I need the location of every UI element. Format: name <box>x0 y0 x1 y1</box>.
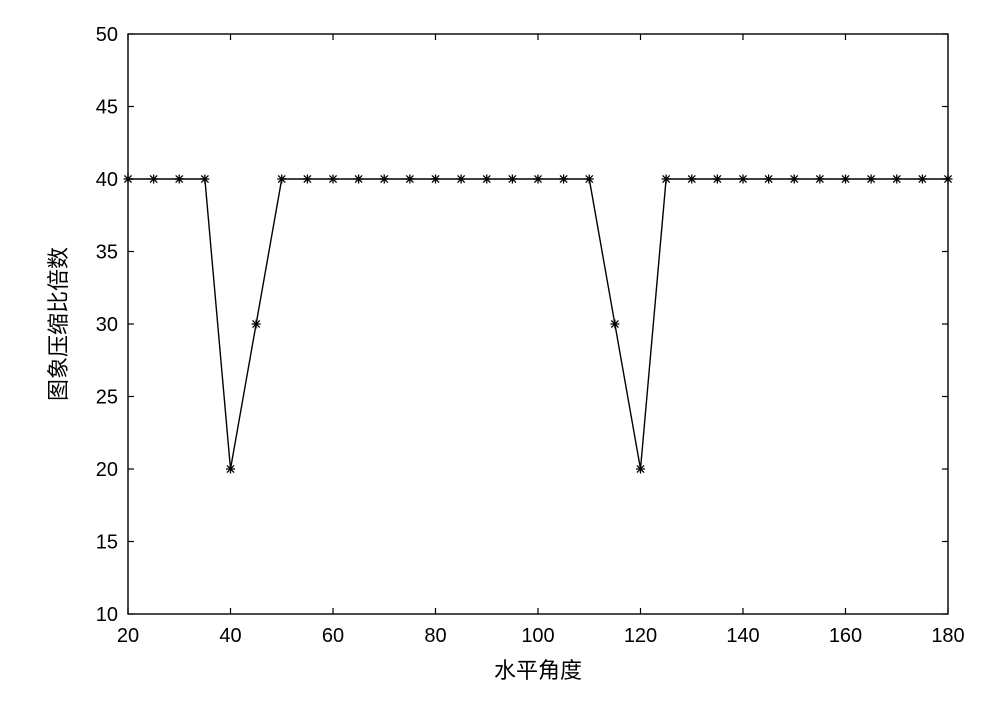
chart-container: 20 40 60 80 100 120 140 160 180 10 15 20 25 30 35 40 45 5… <box>0 0 1000 713</box>
x-tick-label: 80 <box>424 625 446 647</box>
y-tick-label: 50 <box>96 24 118 46</box>
data-marker <box>841 175 850 184</box>
y-tick-label: 45 <box>96 97 118 119</box>
x-tick-label: 20 <box>117 625 139 647</box>
data-marker <box>534 175 543 184</box>
data-marker <box>739 175 748 184</box>
data-marker <box>482 175 491 184</box>
x-tick-label: 100 <box>521 625 554 647</box>
data-marker <box>764 175 773 184</box>
data-marker <box>226 465 235 474</box>
data-marker <box>354 175 363 184</box>
y-tick-label: 10 <box>96 604 118 626</box>
data-marker <box>303 175 312 184</box>
data-marker <box>867 175 876 184</box>
data-marker <box>559 175 568 184</box>
data-marker <box>636 465 645 474</box>
chart-bg <box>0 0 1000 713</box>
data-marker <box>687 175 696 184</box>
data-marker <box>662 175 671 184</box>
data-marker <box>508 175 517 184</box>
data-marker <box>329 175 338 184</box>
x-tick-label: 180 <box>931 625 964 647</box>
y-tick-label: 20 <box>96 459 118 481</box>
data-marker <box>585 175 594 184</box>
x-tick-label: 40 <box>219 625 241 647</box>
x-axis-label: 水平角度 <box>494 658 582 683</box>
line-chart: 20 40 60 80 100 120 140 160 180 10 15 20 25 30 35 40 45 5… <box>0 0 1000 713</box>
x-tick-label: 60 <box>322 625 344 647</box>
data-marker <box>252 320 261 329</box>
data-marker <box>610 320 619 329</box>
x-tick-label: 160 <box>829 625 862 647</box>
y-axis-label: 图象压缩比倍数 <box>46 247 71 401</box>
x-tick-label: 120 <box>624 625 657 647</box>
data-marker <box>124 175 133 184</box>
y-tick-label: 40 <box>96 169 118 191</box>
y-tick-label: 25 <box>96 387 118 409</box>
data-marker <box>918 175 927 184</box>
data-marker <box>713 175 722 184</box>
y-tick-label: 15 <box>96 532 118 554</box>
data-marker <box>277 175 286 184</box>
data-marker <box>405 175 414 184</box>
y-tick-label: 30 <box>96 314 118 336</box>
data-marker <box>149 175 158 184</box>
data-marker <box>815 175 824 184</box>
data-marker <box>892 175 901 184</box>
y-tick-label: 35 <box>96 242 118 264</box>
data-marker <box>380 175 389 184</box>
data-marker <box>944 175 953 184</box>
data-marker <box>431 175 440 184</box>
data-marker <box>175 175 184 184</box>
data-marker <box>200 175 209 184</box>
data-marker <box>790 175 799 184</box>
data-marker <box>457 175 466 184</box>
x-tick-label: 140 <box>726 625 759 647</box>
